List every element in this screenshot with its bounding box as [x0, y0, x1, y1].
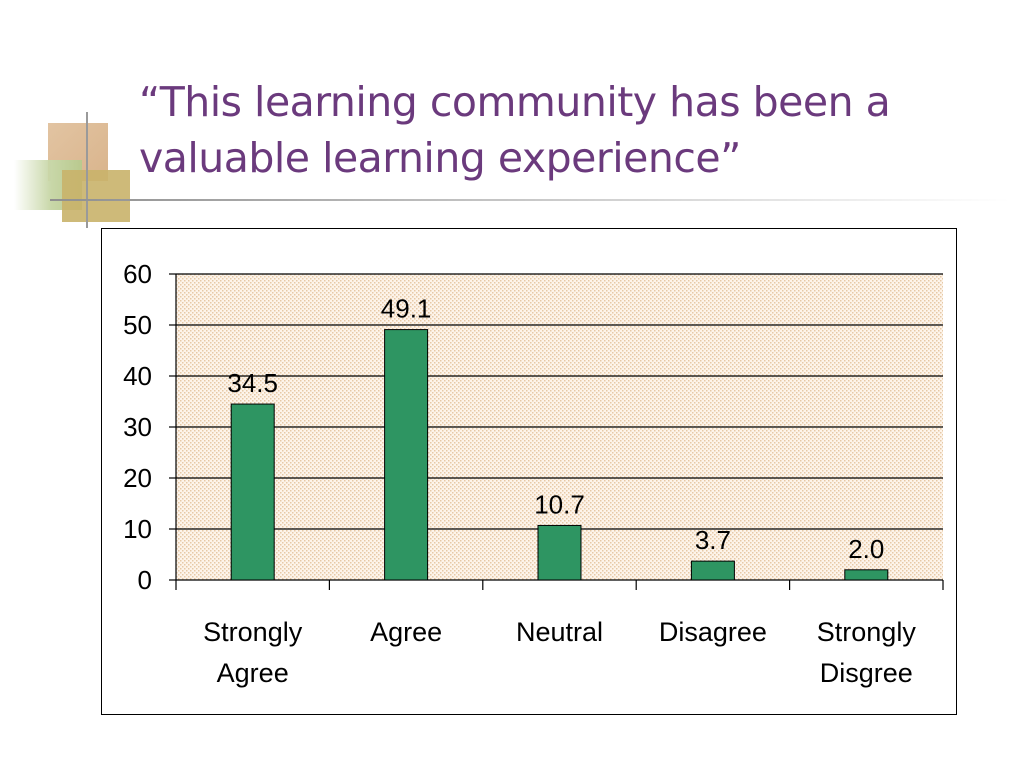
- y-tick-label: 0: [138, 565, 152, 595]
- data-label: 10.7: [534, 489, 585, 519]
- y-tick-label: 60: [123, 259, 152, 289]
- y-tick-label: 50: [123, 310, 152, 340]
- bar: [690, 560, 735, 581]
- bar: [384, 329, 429, 581]
- y-tick-label: 20: [123, 463, 152, 493]
- data-label: 34.5: [227, 368, 278, 398]
- slide-title: “This learning community has been a valu…: [139, 78, 891, 182]
- decor-vertical-line: [86, 112, 88, 228]
- x-category-label: Strongly: [817, 617, 917, 647]
- y-tick-label: 30: [123, 412, 152, 442]
- title-underline: [50, 199, 1010, 201]
- x-category-label: Disgree: [820, 658, 913, 688]
- bar: [230, 403, 275, 581]
- y-tick-label: 40: [123, 361, 152, 391]
- x-category-label: Agree: [370, 617, 442, 647]
- data-label: 49.1: [381, 294, 432, 324]
- bar: [537, 524, 582, 581]
- y-tick-label: 10: [123, 514, 152, 544]
- bar: [844, 569, 889, 581]
- x-category-label: Strongly: [203, 617, 303, 647]
- x-category-label: Agree: [217, 658, 289, 688]
- decor-olive-square: [62, 170, 130, 222]
- x-category-label: Disagree: [659, 617, 767, 647]
- x-category-label: Neutral: [516, 617, 603, 647]
- data-label: 2.0: [848, 534, 884, 564]
- data-label: 3.7: [695, 525, 731, 555]
